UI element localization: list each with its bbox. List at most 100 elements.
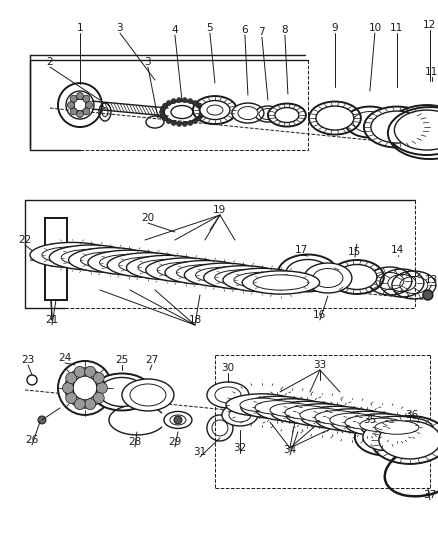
Ellipse shape xyxy=(228,408,251,422)
Ellipse shape xyxy=(370,111,422,143)
Circle shape xyxy=(160,106,165,111)
Ellipse shape xyxy=(359,418,403,432)
Text: 31: 31 xyxy=(193,447,206,457)
Text: 37: 37 xyxy=(422,490,435,500)
Ellipse shape xyxy=(354,418,414,455)
Ellipse shape xyxy=(312,269,342,287)
Circle shape xyxy=(196,116,201,121)
Ellipse shape xyxy=(119,257,177,273)
Ellipse shape xyxy=(277,254,337,292)
Circle shape xyxy=(76,93,83,100)
Ellipse shape xyxy=(285,260,329,287)
Ellipse shape xyxy=(231,103,263,123)
Ellipse shape xyxy=(303,263,351,293)
Bar xyxy=(45,218,67,300)
Circle shape xyxy=(76,110,83,118)
Text: 36: 36 xyxy=(404,410,417,420)
Circle shape xyxy=(192,119,197,124)
Ellipse shape xyxy=(145,258,226,282)
Text: 30: 30 xyxy=(221,363,234,373)
Ellipse shape xyxy=(253,275,308,290)
Ellipse shape xyxy=(363,107,429,148)
Text: 11: 11 xyxy=(389,23,403,33)
Ellipse shape xyxy=(308,102,360,134)
Circle shape xyxy=(171,120,176,125)
Ellipse shape xyxy=(330,411,402,434)
Circle shape xyxy=(96,383,107,393)
Circle shape xyxy=(176,122,181,126)
Circle shape xyxy=(187,99,192,103)
Circle shape xyxy=(182,98,187,103)
Ellipse shape xyxy=(65,368,105,408)
Circle shape xyxy=(66,373,77,383)
Text: 7: 7 xyxy=(258,27,265,37)
Circle shape xyxy=(93,373,104,383)
Circle shape xyxy=(192,101,197,106)
Text: 9: 9 xyxy=(331,23,337,33)
Ellipse shape xyxy=(99,254,158,271)
Circle shape xyxy=(85,399,95,410)
Ellipse shape xyxy=(214,270,271,285)
Ellipse shape xyxy=(80,252,139,268)
Ellipse shape xyxy=(233,272,289,288)
Ellipse shape xyxy=(285,404,357,426)
Ellipse shape xyxy=(284,406,328,419)
Circle shape xyxy=(159,110,164,115)
Text: 18: 18 xyxy=(188,315,201,325)
Ellipse shape xyxy=(345,414,417,436)
Circle shape xyxy=(67,102,74,109)
Ellipse shape xyxy=(130,384,166,406)
Ellipse shape xyxy=(58,361,112,415)
Ellipse shape xyxy=(329,260,383,294)
Circle shape xyxy=(166,119,171,124)
Text: 20: 20 xyxy=(141,213,154,223)
Ellipse shape xyxy=(49,245,132,270)
Ellipse shape xyxy=(299,408,343,422)
Circle shape xyxy=(198,106,203,111)
Text: 15: 15 xyxy=(347,247,360,257)
Ellipse shape xyxy=(300,406,372,429)
Text: 3: 3 xyxy=(117,23,123,33)
Circle shape xyxy=(93,392,104,403)
Ellipse shape xyxy=(314,410,358,424)
Ellipse shape xyxy=(362,423,406,450)
Ellipse shape xyxy=(195,267,252,283)
Circle shape xyxy=(176,98,181,103)
Text: 33: 33 xyxy=(313,360,326,370)
Ellipse shape xyxy=(315,106,353,130)
Ellipse shape xyxy=(240,398,283,412)
Text: 24: 24 xyxy=(58,353,71,363)
Ellipse shape xyxy=(88,250,170,275)
Circle shape xyxy=(162,116,167,121)
Text: 8: 8 xyxy=(281,25,288,35)
Ellipse shape xyxy=(237,107,258,119)
Text: 3: 3 xyxy=(144,57,151,67)
Circle shape xyxy=(38,416,46,424)
Ellipse shape xyxy=(99,377,145,407)
Text: 26: 26 xyxy=(25,435,39,445)
Ellipse shape xyxy=(42,247,102,263)
Circle shape xyxy=(162,103,167,108)
Text: 35: 35 xyxy=(362,415,376,425)
Text: 23: 23 xyxy=(21,355,35,365)
Ellipse shape xyxy=(122,379,173,411)
Text: 22: 22 xyxy=(18,235,32,245)
Text: 2: 2 xyxy=(46,57,53,67)
Ellipse shape xyxy=(61,249,120,265)
Ellipse shape xyxy=(68,248,151,272)
Circle shape xyxy=(182,122,187,126)
Ellipse shape xyxy=(315,409,387,431)
Ellipse shape xyxy=(184,263,263,287)
Circle shape xyxy=(171,99,176,103)
Ellipse shape xyxy=(192,96,237,124)
Text: 27: 27 xyxy=(145,355,158,365)
Circle shape xyxy=(85,102,92,109)
Text: 34: 34 xyxy=(283,445,296,455)
Text: 4: 4 xyxy=(171,25,178,35)
Text: 6: 6 xyxy=(241,25,247,35)
Circle shape xyxy=(70,95,77,102)
Circle shape xyxy=(422,290,432,300)
Ellipse shape xyxy=(203,266,282,289)
Ellipse shape xyxy=(176,265,233,280)
Ellipse shape xyxy=(199,101,230,119)
